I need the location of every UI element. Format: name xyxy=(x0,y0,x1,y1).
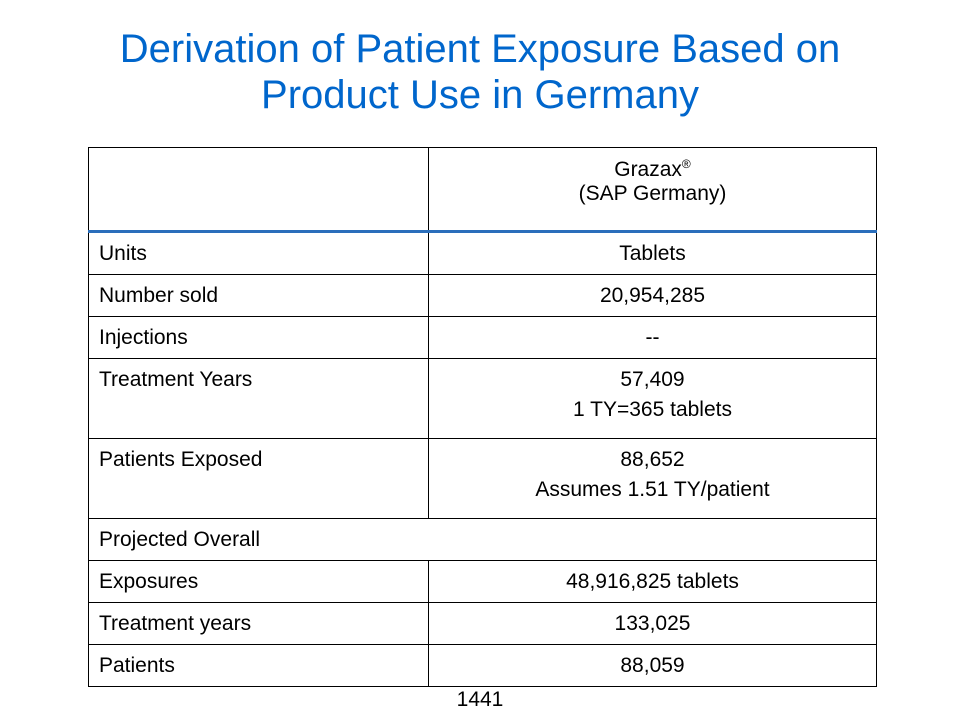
table-row: Exposures 48,916,825 tablets xyxy=(88,560,877,603)
table-row: Treatment years 133,025 xyxy=(88,602,877,645)
table-row: Patients Exposed 88,652 Assumes 1.51 TY/… xyxy=(88,438,877,519)
table-row: Units Tablets xyxy=(88,231,877,275)
table-row: Injections -- xyxy=(88,316,877,359)
row-value: 88,059 xyxy=(428,644,877,687)
row-label: Injections xyxy=(88,316,429,359)
registered-mark: ® xyxy=(681,157,691,171)
row-value-cell: 57,409 1 TY=365 tablets xyxy=(428,358,877,439)
slide-title-line-2: Product Use in Germany xyxy=(261,73,699,117)
product-name: Grazax® xyxy=(439,158,866,182)
slide-title: Derivation of Patient Exposure Based on … xyxy=(0,26,960,118)
row-value: 20,954,285 xyxy=(428,274,877,317)
section-label: Projected Overall xyxy=(88,518,877,561)
table-header-row: Grazax® (SAP Germany) xyxy=(88,147,877,233)
row-label: Units xyxy=(88,231,429,275)
row-value: 57,409 xyxy=(620,368,685,391)
table-row: Number sold 20,954,285 xyxy=(88,274,877,317)
row-value-cell: 88,652 Assumes 1.51 TY/patient xyxy=(428,438,877,519)
row-value: 133,025 xyxy=(428,602,877,645)
row-label: Patients xyxy=(88,644,429,687)
row-value: 48,916,825 tablets xyxy=(428,560,877,603)
row-label: Number sold xyxy=(88,274,429,317)
table-corner-cell xyxy=(88,147,429,233)
row-note: 1 TY=365 tablets xyxy=(573,398,732,421)
row-note: Assumes 1.51 TY/patient xyxy=(535,478,770,501)
table-row: Patients 88,059 xyxy=(88,644,877,687)
page-number: 1441 xyxy=(456,688,504,711)
row-label: Treatment Years xyxy=(88,358,429,439)
row-label: Exposures xyxy=(88,560,429,603)
row-value: 88,652 xyxy=(620,448,685,471)
row-value: Tablets xyxy=(428,231,877,275)
row-label: Treatment years xyxy=(88,602,429,645)
section-row: Projected Overall xyxy=(88,518,877,561)
product-name-text: Grazax xyxy=(614,158,682,181)
table-row: Treatment Years 57,409 1 TY=365 tablets xyxy=(88,358,877,439)
slide-title-line-1: Derivation of Patient Exposure Based on xyxy=(119,27,841,71)
row-value: -- xyxy=(428,316,877,359)
exposure-table: Grazax® (SAP Germany) Units Tablets Numb… xyxy=(88,147,877,687)
product-header-cell: Grazax® (SAP Germany) xyxy=(428,147,877,233)
row-label: Patients Exposed xyxy=(88,438,429,519)
product-source: (SAP Germany) xyxy=(578,182,727,205)
